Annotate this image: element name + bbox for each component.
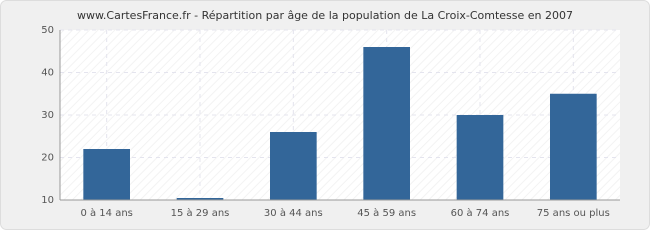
x-tick-label: 45 à 59 ans	[357, 207, 416, 219]
chart-title: www.CartesFrance.fr - Répartition par âg…	[77, 9, 573, 22]
x-tick-label: 30 à 44 ans	[264, 207, 323, 219]
bar	[550, 93, 597, 200]
bar	[456, 115, 504, 200]
y-tick-label: 10	[41, 195, 54, 206]
bar	[363, 47, 410, 200]
bar	[176, 198, 224, 200]
bar	[270, 132, 317, 200]
x-tick-label: 75 ans ou plus	[537, 208, 610, 219]
bar	[83, 149, 130, 200]
x-tick-label: 15 à 29 ans	[171, 207, 230, 219]
x-tick-label: 60 à 74 ans	[451, 207, 510, 219]
y-tick-label: 20	[41, 153, 54, 164]
y-tick-label: 50	[41, 25, 54, 36]
y-tick-label: 30	[41, 110, 54, 121]
x-tick-label: 0 à 14 ans	[80, 207, 132, 219]
y-tick-label: 40	[41, 68, 54, 79]
chart: www.CartesFrance.fr - Répartition par âg…	[0, 0, 650, 230]
